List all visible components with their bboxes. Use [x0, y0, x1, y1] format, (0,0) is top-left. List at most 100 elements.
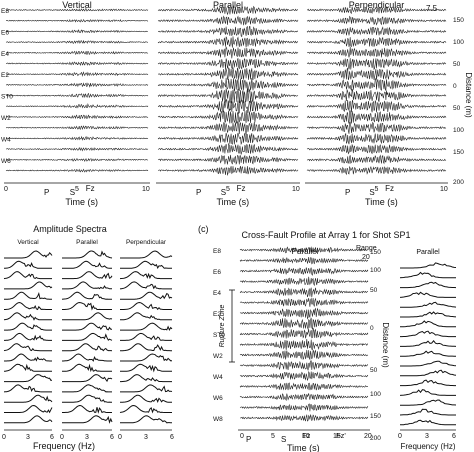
trace-1-2: [157, 25, 298, 38]
spectrum-2-14: [120, 394, 172, 404]
trace-0-4: [5, 50, 149, 55]
trace-2-13: [306, 143, 447, 155]
spectra-tick-0-1: 3: [26, 434, 30, 441]
spectrum-1-2: [62, 271, 113, 280]
profile-trace-11: [239, 360, 369, 371]
profile-title: Cross-Fault Profile at Array 1 for Shot …: [241, 230, 410, 240]
station-label-7: W6: [1, 158, 11, 165]
profile-spectrum-7: [400, 330, 456, 338]
spectra-column-2: Perpendicular: [126, 239, 167, 246]
profile-time-tick-0: 0: [240, 433, 244, 440]
profile-time-axis-label: Time (s): [287, 443, 320, 452]
spectrum-2-8: [120, 332, 172, 341]
trace-2-9: [306, 99, 447, 113]
trace-2-7: [306, 78, 447, 92]
trace-2-15: [306, 165, 447, 176]
trace-2-14: [306, 154, 447, 165]
distance-axis-label: Distance (m): [464, 72, 473, 118]
profile-spectrum-15: [399, 408, 456, 416]
trace-1-5: [157, 58, 299, 70]
spectrum-1-8: [62, 332, 113, 341]
trace-2-1: [306, 15, 447, 26]
profile-range-value: 20: [362, 254, 370, 261]
profile-station-8: W8: [213, 416, 223, 423]
profile-trace-13: [239, 382, 369, 391]
trace-0-13: [5, 146, 149, 152]
trace-1-6: [157, 67, 299, 81]
trace-1-13: [157, 142, 299, 155]
profile-spectrum-3: [399, 291, 456, 298]
profile-spectrum-2: [400, 281, 457, 289]
spectra-tick-2-0: 0: [118, 434, 122, 441]
profile-phase-fz: Fz: [302, 431, 311, 440]
panel-title-0: Vertical: [62, 0, 92, 10]
trace-1-9: [157, 98, 299, 114]
spectra-tick-2-1: 3: [144, 434, 148, 441]
spectrum-0-9: [3, 343, 52, 352]
profile-trace-15: [239, 403, 369, 412]
trace-0-10: [5, 114, 149, 120]
time-axis-label-2: Time (s): [365, 197, 398, 207]
trace-0-8: [5, 92, 149, 98]
trace-0-9: [5, 103, 149, 109]
station-label-3: E2: [1, 72, 9, 79]
scale-label: 7.5: [426, 4, 438, 13]
profile-trace-1: [239, 256, 369, 265]
trace-0-14: [5, 158, 149, 163]
profile-distance-tick-6: 150: [370, 413, 381, 420]
spectrum-0-11: [3, 363, 52, 372]
station-label-2: E4: [1, 51, 9, 58]
profile-spectrum-13: [399, 389, 456, 396]
profile-component: Parallel: [292, 247, 319, 256]
spectrum-2-12: [120, 374, 172, 383]
profile-distance-tick-2: 50: [370, 287, 378, 294]
profile-station-0: E8: [213, 248, 221, 255]
spectrum-1-3: [62, 281, 112, 290]
profile-spectrum-14: [400, 399, 457, 406]
spectrum-2-11: [120, 363, 172, 373]
profile-spectrum-axis-label: Frequency (Hz): [400, 442, 455, 451]
profile-distance-axis: Distance (m): [381, 322, 390, 368]
profile-trace-5: [239, 297, 369, 307]
profile-spectrum-1: [399, 271, 456, 279]
profile-trace-7: [239, 317, 369, 330]
profile-spectrum-12: [400, 379, 456, 387]
profile-trace-9: [239, 338, 368, 351]
spectra-tick-1-2: 6: [110, 434, 114, 441]
profile-trace-4: [239, 287, 369, 298]
time-tick-1-0: 5: [75, 186, 79, 193]
station-label-0: E8: [1, 8, 9, 15]
phase-fz-1: Fz: [237, 184, 246, 193]
profile-spectrum-9: [400, 350, 456, 357]
profile-distance-tick-0: 150: [370, 249, 381, 256]
panel-label-c: (c): [198, 224, 209, 234]
trace-2-3: [306, 36, 447, 48]
spectrum-2-0: [120, 250, 173, 259]
profile-time-tick-1: 5: [271, 433, 275, 440]
profile-station-3: E2: [213, 311, 221, 318]
trace-0-6: [6, 71, 149, 77]
trace-1-4: [157, 46, 299, 59]
spectrum-0-16: [4, 415, 53, 424]
spectrum-2-5: [120, 301, 172, 311]
phase-p-2: P: [345, 188, 350, 197]
station-label-6: W4: [1, 136, 11, 143]
trace-0-11: [5, 125, 149, 131]
phase-fz-0: Fz: [86, 184, 95, 193]
spectrum-0-12: [4, 374, 53, 383]
profile-spectrum-5: [400, 311, 457, 318]
profile-trace-10: [239, 349, 369, 361]
profile-distance-tick-7: 200: [370, 435, 381, 442]
trace-1-12: [157, 132, 299, 146]
phase-p-1: P: [196, 188, 201, 197]
spectrum-2-1: [120, 260, 172, 269]
spectrum-1-7: [62, 322, 112, 331]
trace-0-2: [5, 29, 149, 34]
profile-station-2: E4: [213, 290, 221, 297]
profile-trace-0: [239, 246, 369, 254]
time-tick-2-1: 10: [292, 186, 300, 193]
spectrum-2-3: [119, 281, 172, 290]
spectra-tick-1-0: 0: [60, 434, 64, 441]
spectrum-0-15: [4, 404, 53, 414]
trace-2-6: [306, 67, 447, 81]
